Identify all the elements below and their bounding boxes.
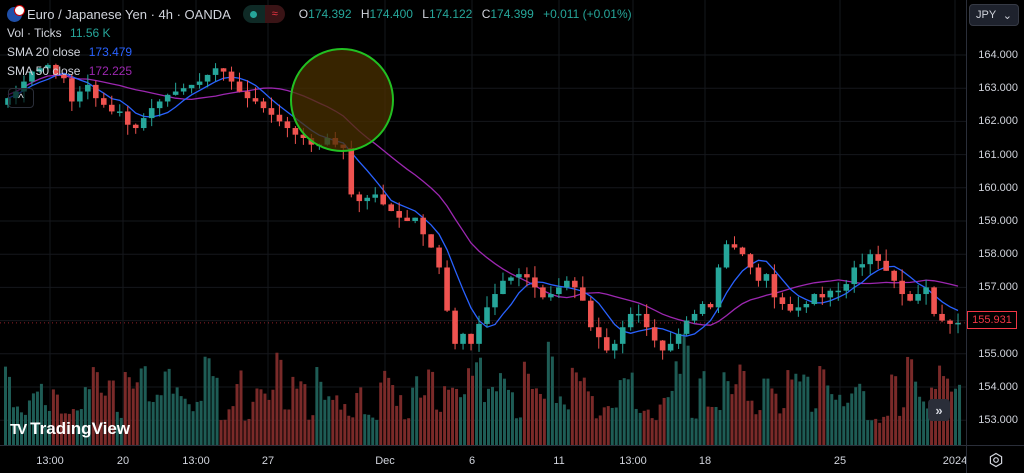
time-tick: 11 [553, 455, 565, 467]
chevron-up-icon: ^ [18, 91, 24, 105]
symbol-header: Euro / Japanese Yen · 4h · OANDA ≈ O174.… [7, 4, 638, 24]
time-tick: 27 [261, 455, 275, 467]
change-value: +0.011 (+0.01%) [543, 7, 632, 21]
price-tick: 158.000 [978, 248, 1018, 261]
tradingview-logo-icon: TV [10, 420, 27, 438]
last-price-label: 155.931 [967, 311, 1017, 329]
indicator-sma50[interactable]: SMA 50 close 172.225 [7, 64, 133, 78]
price-tick: 164.000 [978, 49, 1018, 61]
sma20-value: 173.479 [88, 45, 133, 59]
high-value: 174.400 [369, 7, 413, 21]
chevron-down-icon: ⌄ [1002, 9, 1012, 22]
time-tick: 13:00 [182, 455, 210, 467]
double-chevron-right-icon: » [935, 402, 943, 418]
logo-text: TradingView [30, 419, 130, 438]
time-tick: 18 [698, 455, 712, 467]
eur-jpy-flag-icon [7, 4, 25, 22]
collapse-legend-button[interactable]: ^ [8, 88, 34, 108]
price-tick: 163.000 [978, 82, 1018, 95]
time-tick: 2024 [942, 455, 968, 467]
price-tick: 157.000 [978, 281, 1018, 294]
time-axis[interactable]: 13:00 20 13:00 27 Dec 6 11 13:00 18 25 2024 [0, 445, 968, 473]
gear-icon [989, 452, 1002, 467]
status-badges[interactable]: ≈ [242, 5, 285, 23]
price-chart-canvas[interactable] [0, 0, 966, 445]
price-tick: 161.000 [978, 148, 1018, 161]
scroll-to-realtime-button[interactable]: » [928, 399, 950, 421]
currency-selector[interactable]: JPY ⌄ [969, 4, 1019, 26]
close-value: 174.399 [490, 7, 534, 21]
chart-legend: Euro / Japanese Yen · 4h · OANDA ≈ O174.… [7, 4, 638, 81]
indicator-sma20[interactable]: SMA 20 close 173.479 [7, 45, 133, 59]
symbol-title[interactable]: Euro / Japanese Yen · 4h · OANDA [27, 6, 231, 22]
price-tick: 159.000 [978, 215, 1018, 227]
price-tick: 155.000 [978, 347, 1018, 360]
low-value: 174.122 [428, 7, 473, 21]
time-tick: Dec [375, 455, 395, 467]
chart-settings-button[interactable] [966, 445, 1024, 473]
price-tick: 162.000 [978, 115, 1018, 128]
price-tick: 154.000 [978, 381, 1018, 393]
tradingview-logo[interactable]: TV TradingView [10, 419, 130, 439]
price-axis[interactable]: 164.000 163.000 162.000 161.000 160.000 159.0… [966, 0, 1024, 445]
chart-pane[interactable] [0, 0, 966, 445]
time-tick: 20 [116, 455, 130, 467]
time-tick: 25 [833, 455, 847, 467]
price-tick: 153.000 [978, 414, 1018, 427]
time-tick: 13:00 [36, 455, 64, 467]
ohlc-values: O174.392 H174.400 L174.122 C174.399 +0.0… [298, 7, 632, 21]
volume-value: 11.56 K [70, 26, 111, 40]
sma50-value: 172.225 [88, 64, 133, 78]
open-value: 174.392 [308, 7, 352, 21]
market-open-dot-icon[interactable] [242, 5, 265, 23]
indicator-volume[interactable]: Vol · Ticks 11.56 K [7, 26, 111, 40]
approx-icon[interactable]: ≈ [264, 5, 285, 23]
currency-label: JPY [976, 9, 997, 21]
time-tick: 6 [468, 455, 476, 467]
time-tick: 13:00 [619, 455, 647, 467]
price-tick: 160.000 [978, 181, 1018, 194]
